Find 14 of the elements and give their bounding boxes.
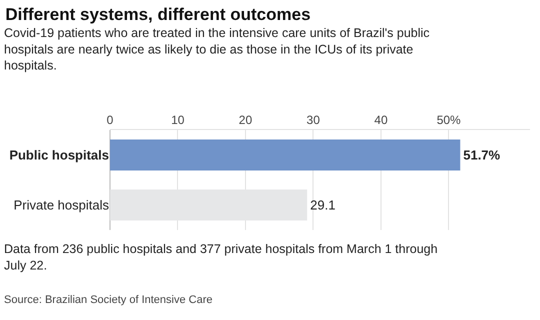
- x-tick-label: 20: [238, 113, 252, 128]
- text: Data from 236 public hospitals and 377 private hospitals from March 1 through July 22.: [4, 242, 438, 272]
- x-tick-label: 30: [306, 113, 320, 128]
- data-label: 29.1: [310, 198, 336, 212]
- data-label: 51.7%: [463, 148, 501, 162]
- y-tick-label: Private hospitals: [14, 198, 110, 213]
- x-tick-label: 10: [171, 113, 185, 128]
- x-tick-label: 40: [374, 113, 388, 128]
- chart-title: Different systems, different outcomes: [5, 4, 311, 24]
- source-note: Source: Brazilian Society of Intensive Care: [4, 294, 212, 306]
- x-tick-label: 0: [106, 113, 114, 128]
- chart-subtitle: Covid-19 patients who are treated in the intensive care units of Brazil's public hospitals are nearly twice as likely to die as those in the ICUs of its private hospitals.: [4, 26, 430, 72]
- x-tick-label: 50%: [436, 113, 462, 128]
- y-tick-label: Public hospitals: [9, 148, 109, 163]
